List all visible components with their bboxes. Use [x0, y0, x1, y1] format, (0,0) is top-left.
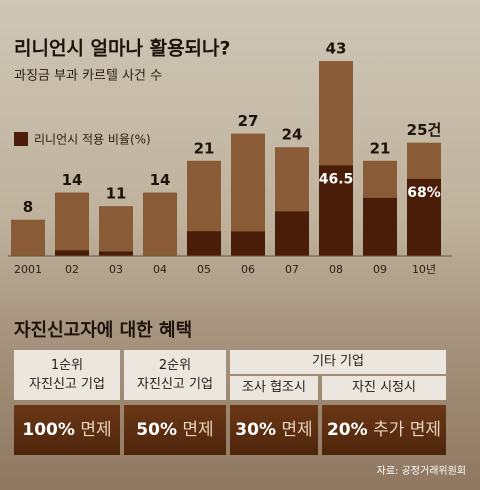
header-label: 자진신고 기업 — [137, 377, 213, 392]
benefit-text: 면제 — [281, 420, 313, 440]
benefit-cell: 30% 면제 — [230, 405, 318, 455]
value-label: 25건 — [407, 121, 442, 139]
leniency-bar — [99, 251, 133, 256]
rank: 1순위 — [50, 358, 84, 373]
leniency-bar — [407, 178, 441, 256]
value-label: 11 — [106, 185, 127, 203]
ratio-label: 68% — [407, 185, 441, 201]
x-tick-label: 06 — [241, 263, 255, 276]
benefit-rate: 20% — [326, 420, 368, 440]
chart-subtitle: 과징금 부과 카르텔 사건 수 — [14, 69, 162, 84]
source: 자료: 공정거래위원회 — [376, 466, 466, 477]
x-tick-label: 2001 — [14, 263, 42, 276]
ratio-label: 46.5 — [319, 171, 354, 187]
bar — [143, 192, 177, 256]
header-label: 자진신고 기업 — [29, 377, 105, 392]
benefit-rate: 50% — [136, 420, 177, 440]
x-tick-label: 09 — [373, 263, 387, 276]
x-tick-label: 07 — [285, 263, 299, 276]
bar — [99, 206, 133, 256]
benefit-text: 추가 면제 — [373, 420, 442, 440]
value-label: 24 — [282, 126, 303, 144]
benefit-rate: 100% — [22, 420, 75, 440]
subheader: 조사 협조시 — [230, 376, 318, 400]
chart: 리니언시 얼마나 활용되나? 과징금 부과 카르텔 사건 수 리니언시 적용 비… — [8, 38, 452, 276]
chart-title: 리니언시 얼마나 활용되나? — [14, 38, 231, 60]
value-label: 8 — [23, 198, 33, 216]
value-label: 21 — [370, 139, 391, 157]
subheader: 자진 시정시 — [322, 376, 446, 400]
leniency-bar — [275, 211, 309, 256]
benefit-rate: 30% — [235, 420, 276, 440]
x-tick-label: 08 — [329, 263, 343, 276]
benefit-cell: 50% 면제 — [124, 405, 226, 455]
leniency-bar — [363, 197, 397, 256]
value-label: 14 — [150, 171, 171, 189]
value-label: 21 — [194, 139, 215, 157]
group-header: 기타 기업 — [230, 350, 446, 374]
x-tick-label: 10년 — [412, 263, 436, 276]
legend-swatch — [14, 132, 28, 146]
legend-label: 리니언시 적용 비율(%) — [34, 133, 151, 147]
benefit-text: 면제 — [182, 420, 214, 440]
leniency-bar — [187, 231, 221, 256]
bar — [11, 219, 45, 256]
value-label: 14 — [62, 171, 83, 189]
benefit-cell: 100% 면제 — [14, 405, 120, 455]
bar — [55, 192, 89, 256]
value-label: 43 — [326, 40, 347, 58]
benefit-cell: 20% 추가 면제 — [322, 405, 446, 455]
leniency-bar — [319, 165, 353, 256]
rank: 2순위 — [158, 358, 192, 373]
table-title: 자진신고자에 대한 혜택 — [14, 320, 193, 341]
x-tick-label: 03 — [109, 263, 123, 276]
benefit-text: 면제 — [80, 420, 112, 440]
leniency-bar — [231, 231, 265, 256]
x-tick-label: 05 — [197, 263, 211, 276]
x-tick-label: 02 — [65, 263, 79, 276]
leniency-bar — [55, 250, 89, 256]
value-label: 27 — [238, 112, 259, 130]
x-tick-label: 04 — [153, 263, 167, 276]
